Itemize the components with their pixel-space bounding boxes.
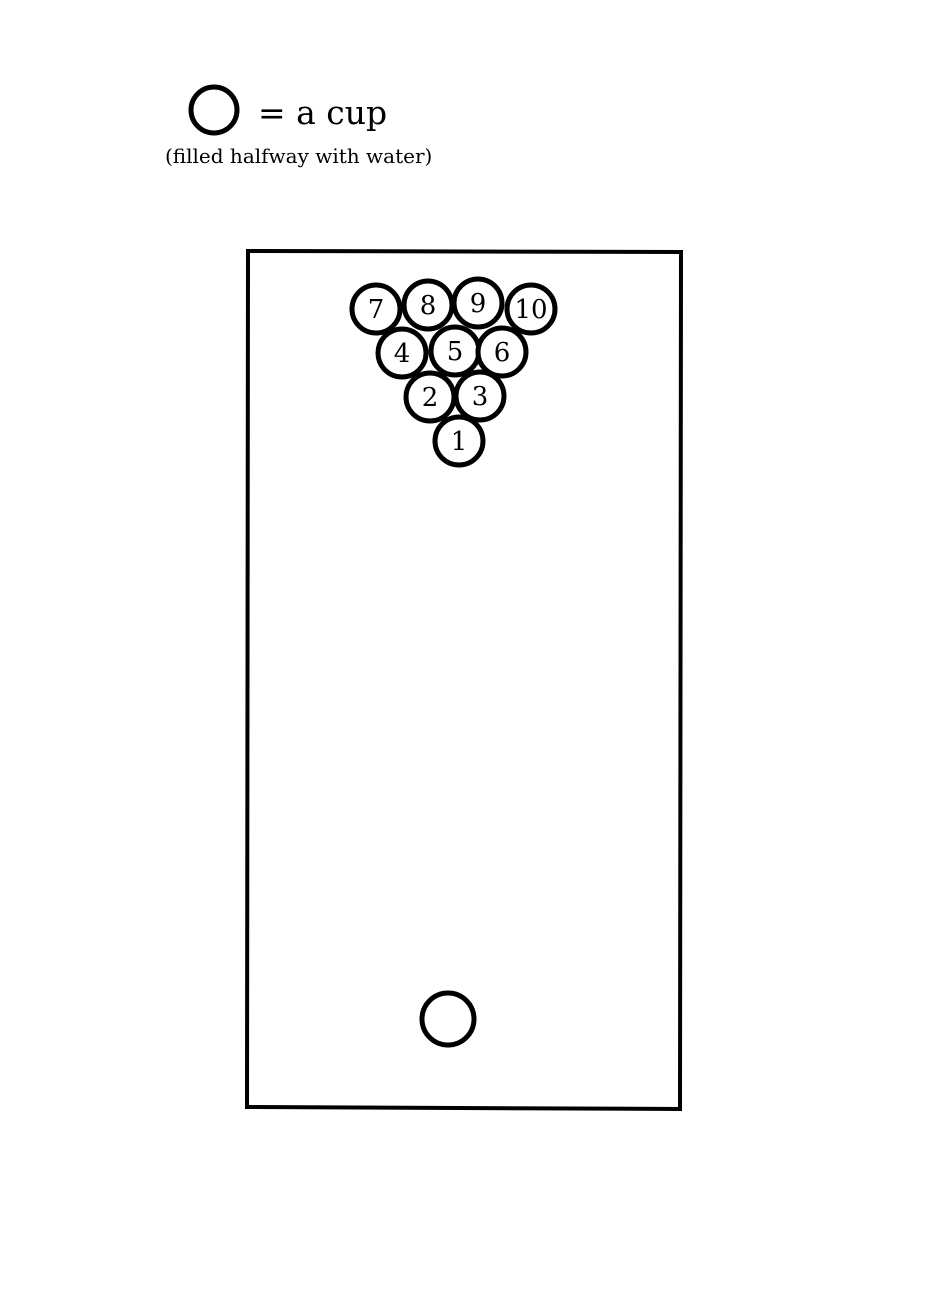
cup-ring xyxy=(349,282,403,336)
legend-cup-icon xyxy=(188,84,240,136)
shooter-cup xyxy=(419,990,477,1048)
cup-ring xyxy=(432,414,486,468)
cup-7: 7 xyxy=(349,282,403,336)
cup-6: 6 xyxy=(475,325,529,379)
cup-ring xyxy=(453,369,507,423)
cup-4: 4 xyxy=(375,326,429,380)
cup-8: 8 xyxy=(401,278,455,332)
cup-5: 5 xyxy=(428,324,482,378)
cup-number-label: 8 xyxy=(420,291,437,321)
cup-ring xyxy=(504,282,558,336)
cup-3: 3 xyxy=(453,369,507,423)
legend: = a cup (filled halfway with water) xyxy=(165,84,432,168)
legend-text: = a cup xyxy=(258,93,387,132)
legend-note: (filled halfway with water) xyxy=(165,144,432,168)
cup-number-label: 2 xyxy=(422,383,439,413)
cup-1: 1 xyxy=(432,414,486,468)
cup-number-label: 9 xyxy=(470,289,487,319)
cup-9: 9 xyxy=(451,276,505,330)
cup-number-label: 4 xyxy=(394,339,411,369)
shooter-cup-ring xyxy=(419,990,477,1048)
cup-ring xyxy=(375,326,429,380)
cup-number-label: 10 xyxy=(514,295,547,325)
cup-rack: 7 8 9 10 4 5 6 2 31 xyxy=(349,276,558,468)
cup-number-label: 3 xyxy=(472,382,489,412)
cup-number-label: 5 xyxy=(447,337,464,367)
table-outline xyxy=(244,248,684,1112)
cup-number-label: 1 xyxy=(451,427,468,457)
cup-number-label: 6 xyxy=(494,338,511,368)
cup-2: 2 xyxy=(403,370,457,424)
cup-number-label: 7 xyxy=(368,295,385,325)
cup-ring xyxy=(475,325,529,379)
cup-10: 10 xyxy=(504,282,558,336)
cup-ring xyxy=(451,276,505,330)
